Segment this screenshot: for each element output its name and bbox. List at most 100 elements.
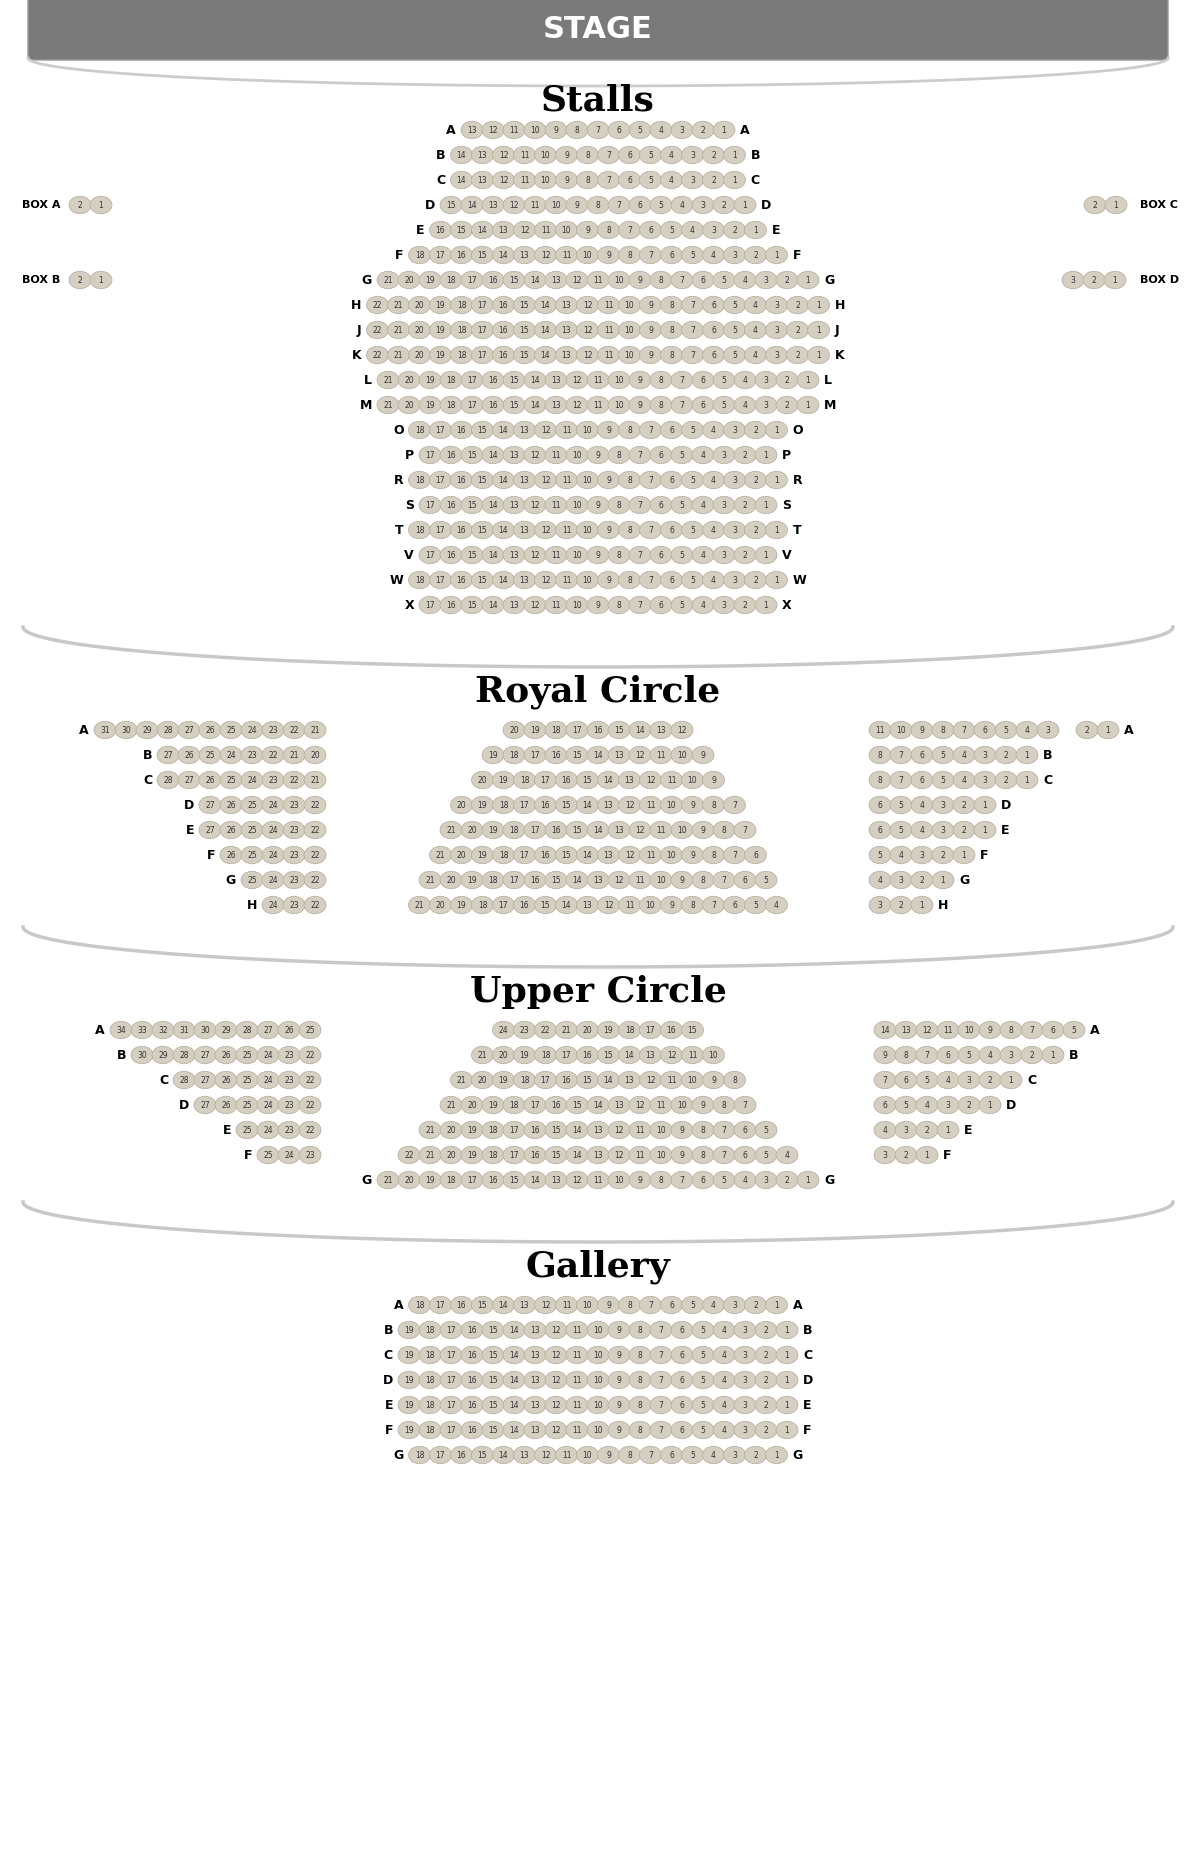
Ellipse shape [682, 221, 703, 239]
Text: 12: 12 [635, 826, 645, 834]
Ellipse shape [460, 396, 483, 413]
Ellipse shape [974, 772, 996, 789]
Text: 16: 16 [468, 1426, 477, 1435]
Ellipse shape [262, 772, 283, 789]
Text: 14: 14 [593, 751, 603, 759]
Text: 18: 18 [488, 1151, 498, 1159]
Ellipse shape [460, 1372, 483, 1389]
Text: 16: 16 [468, 1400, 477, 1409]
Ellipse shape [682, 897, 703, 914]
Text: 2: 2 [785, 275, 789, 284]
Ellipse shape [1062, 271, 1084, 288]
Ellipse shape [724, 897, 745, 914]
Text: 26: 26 [206, 776, 215, 785]
Text: 5: 5 [732, 325, 737, 335]
Ellipse shape [598, 321, 620, 338]
Ellipse shape [524, 271, 547, 288]
Ellipse shape [409, 1297, 431, 1314]
Text: 12: 12 [541, 576, 550, 585]
Ellipse shape [262, 796, 283, 813]
Text: 5: 5 [753, 901, 758, 910]
Text: 13: 13 [551, 275, 561, 284]
Text: 19: 19 [468, 1125, 477, 1134]
Ellipse shape [744, 1297, 767, 1314]
Text: 13: 13 [499, 226, 508, 234]
Ellipse shape [629, 1420, 651, 1439]
Ellipse shape [493, 297, 514, 314]
Text: 22: 22 [305, 1075, 315, 1084]
Text: 18: 18 [520, 776, 530, 785]
Text: 22: 22 [373, 301, 383, 310]
Text: 11: 11 [666, 1075, 676, 1084]
Text: 10: 10 [593, 1426, 603, 1435]
Text: 6: 6 [878, 826, 883, 834]
Ellipse shape [566, 372, 588, 389]
Text: F: F [793, 249, 801, 262]
Text: 4: 4 [785, 1151, 789, 1159]
Ellipse shape [932, 772, 954, 789]
Ellipse shape [682, 1071, 703, 1090]
Text: 5: 5 [690, 475, 695, 484]
Ellipse shape [671, 1420, 692, 1439]
Text: 17: 17 [530, 826, 539, 834]
Text: 8: 8 [701, 875, 706, 884]
Ellipse shape [419, 372, 441, 389]
Ellipse shape [765, 247, 787, 264]
Text: 19: 19 [488, 1101, 498, 1110]
Text: 4: 4 [701, 450, 706, 460]
Text: 10: 10 [582, 475, 592, 484]
Ellipse shape [524, 396, 547, 413]
Text: 9: 9 [690, 850, 695, 860]
Text: 2: 2 [712, 176, 716, 185]
Text: 7: 7 [627, 226, 631, 234]
Text: 8: 8 [669, 301, 673, 310]
Text: 1: 1 [763, 450, 768, 460]
Text: 8: 8 [878, 751, 883, 759]
Ellipse shape [702, 146, 725, 164]
Text: 1: 1 [753, 226, 758, 234]
Ellipse shape [451, 1071, 472, 1090]
Ellipse shape [755, 1346, 777, 1364]
Ellipse shape [152, 1020, 173, 1039]
Text: 10: 10 [530, 125, 539, 135]
Text: 14: 14 [562, 901, 572, 910]
Text: 3: 3 [732, 1450, 737, 1460]
Ellipse shape [958, 1020, 980, 1039]
Ellipse shape [451, 421, 472, 439]
Text: T: T [395, 523, 403, 536]
Ellipse shape [419, 1121, 441, 1138]
Text: 12: 12 [922, 1026, 932, 1035]
Ellipse shape [724, 1071, 745, 1090]
Text: 21: 21 [446, 1101, 456, 1110]
Ellipse shape [242, 871, 263, 890]
Ellipse shape [598, 421, 620, 439]
Text: 4: 4 [701, 501, 706, 510]
Ellipse shape [419, 271, 441, 288]
Text: 18: 18 [499, 850, 508, 860]
Ellipse shape [702, 1047, 725, 1063]
Ellipse shape [724, 346, 745, 364]
Text: 4: 4 [659, 125, 664, 135]
Ellipse shape [1063, 1020, 1085, 1039]
Text: 16: 16 [488, 400, 498, 409]
Text: 3: 3 [940, 826, 945, 834]
Text: 12: 12 [520, 226, 530, 234]
Ellipse shape [555, 172, 578, 189]
Ellipse shape [618, 421, 641, 439]
Text: 15: 15 [468, 551, 477, 559]
Ellipse shape [744, 897, 767, 914]
Text: 15: 15 [509, 376, 519, 385]
Text: 15: 15 [477, 426, 487, 434]
Ellipse shape [242, 721, 263, 738]
Ellipse shape [277, 1047, 300, 1063]
Ellipse shape [419, 871, 441, 890]
Text: E: E [222, 1123, 231, 1136]
Text: 6: 6 [712, 351, 716, 359]
Ellipse shape [692, 1396, 714, 1413]
Ellipse shape [513, 172, 536, 189]
Text: 28: 28 [163, 725, 172, 735]
Ellipse shape [702, 521, 725, 538]
Text: 22: 22 [541, 1026, 550, 1035]
Text: W: W [793, 574, 806, 587]
Text: 20: 20 [415, 301, 425, 310]
